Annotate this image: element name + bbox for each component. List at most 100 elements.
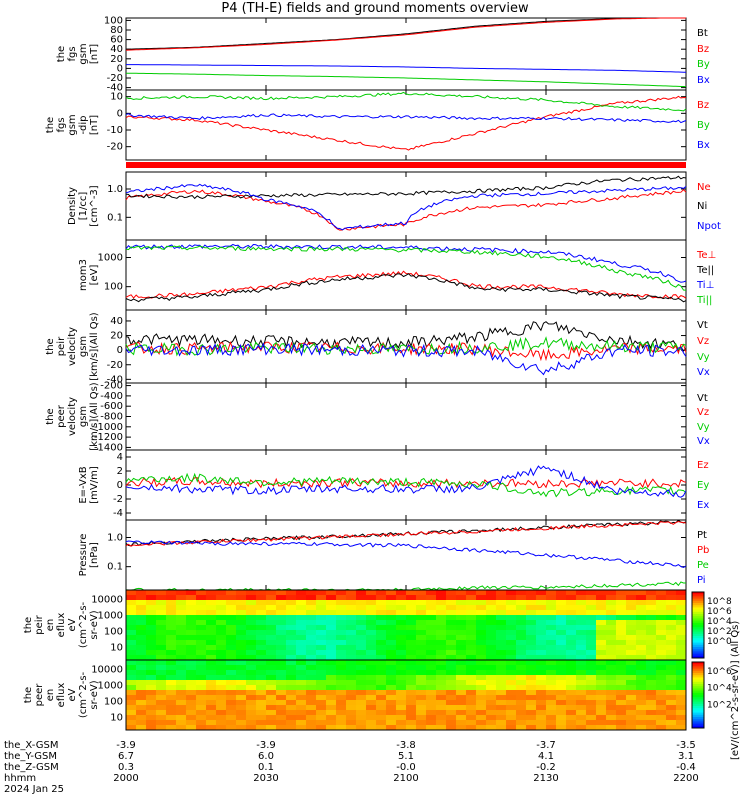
spectrogram-cell <box>186 650 197 656</box>
spectrogram-cell <box>436 690 447 696</box>
spectrogram-cell <box>436 675 447 681</box>
spectrogram-cell <box>316 650 327 656</box>
spectrogram-cell <box>136 675 147 681</box>
spectrogram-cell <box>276 625 287 631</box>
spectrogram-cell <box>436 595 447 601</box>
series-line-By <box>126 72 687 88</box>
series-line-Bt <box>125 17 686 50</box>
spectrogram-cell <box>346 665 357 671</box>
spectrogram-cell <box>586 605 597 611</box>
legend-Te⊥: Te⊥ <box>697 250 717 261</box>
spectrogram-cell <box>476 670 487 676</box>
ephem-label: hhmm <box>4 773 37 784</box>
spectrogram-cell <box>466 700 477 706</box>
spectrogram-cell <box>486 625 497 631</box>
spectrogram-cell <box>506 715 517 721</box>
spectrogram-cell <box>476 620 487 626</box>
spectrogram-cell <box>516 690 527 696</box>
spectrogram-cell <box>606 595 617 601</box>
spectrogram-cell <box>426 630 437 636</box>
spectrogram-cell <box>126 650 137 656</box>
spectrogram-cell <box>526 660 537 666</box>
spectrogram-cell <box>286 650 297 656</box>
spectrogram-cell <box>196 690 207 696</box>
spectrogram-cell <box>356 610 367 616</box>
spectrogram-cell <box>456 630 467 636</box>
spectrogram-cell <box>356 660 367 666</box>
legend-Bz: Bz <box>697 100 710 111</box>
spectrogram-cell <box>166 600 177 606</box>
spectrogram-cell <box>426 610 437 616</box>
spectrogram-cell <box>626 605 637 611</box>
spectrogram-cell <box>196 610 207 616</box>
spectrogram-cell <box>346 650 357 656</box>
spectrogram-cell <box>346 715 357 721</box>
spectrogram-cell <box>296 715 307 721</box>
spectrogram-cell <box>266 595 277 601</box>
spectrogram-cell <box>526 680 537 686</box>
spectrogram-cell <box>156 665 167 671</box>
spectrogram-cell <box>586 690 597 696</box>
spectrogram-cell <box>166 665 177 671</box>
spectrogram-cell <box>326 660 337 666</box>
colorbar-swatch <box>692 708 704 711</box>
spectrogram-cell <box>456 635 467 641</box>
spectrogram-cell <box>246 650 257 656</box>
spectrogram-cell <box>466 685 477 691</box>
colorbar-swatch <box>692 607 704 611</box>
spectrogram-cell <box>396 700 407 706</box>
spectrogram-cell <box>386 600 397 606</box>
spectrogram-cell <box>426 635 437 641</box>
spectrogram-cell <box>626 615 637 621</box>
spectrogram-cell <box>326 715 337 721</box>
series-line-Ey <box>125 472 687 498</box>
spectrogram-cell <box>346 630 357 636</box>
spectrogram-cell <box>376 595 387 601</box>
spectrogram-cell <box>656 710 667 716</box>
spectrogram-cell <box>566 670 577 676</box>
spectrogram-cell <box>206 595 217 601</box>
spectrogram-cell <box>146 690 157 696</box>
spectrogram-cell <box>526 605 537 611</box>
spectrogram-cell <box>496 645 507 651</box>
ephem-label: the_Z-GSM <box>4 762 59 773</box>
spectrogram-cell <box>546 700 557 706</box>
spectrogram-cell <box>166 595 177 601</box>
spectrogram-cell <box>146 720 157 726</box>
spectrogram-cell <box>346 620 357 626</box>
spectrogram-cell <box>406 700 417 706</box>
colorbar: 10^610^410^2 <box>691 661 732 729</box>
spectrogram-cell <box>426 685 437 691</box>
y-tick-label: -1000 <box>94 422 123 433</box>
spectrogram-cell <box>486 675 497 681</box>
spectrogram-cell <box>536 695 547 701</box>
spectrogram-cell <box>646 685 657 691</box>
spectrogram-cell <box>516 725 527 731</box>
spectrogram-cell <box>196 665 207 671</box>
spectrogram-cell <box>316 695 327 701</box>
legend-Ex: Ex <box>697 500 710 511</box>
spectrogram-cell <box>316 615 327 621</box>
spectrogram-cell <box>176 630 187 636</box>
spectrogram-cell <box>166 720 177 726</box>
spectrogram-cell <box>506 590 517 596</box>
spectrogram-cell <box>216 660 227 666</box>
legend-Pe: Pe <box>697 560 709 571</box>
spectrogram-cell <box>676 645 687 651</box>
spectrogram-cell <box>326 680 337 686</box>
spectrogram-cell <box>386 705 397 711</box>
spectrogram-cell <box>136 670 147 676</box>
spectrogram-cell <box>676 725 687 731</box>
spectrogram-cell <box>296 655 307 661</box>
spectrogram-cell <box>156 685 167 691</box>
spectrogram-cell <box>486 680 497 686</box>
spectrogram-cell <box>326 690 337 696</box>
spectrogram-cell <box>266 655 277 661</box>
x-tick-label: 4.1 <box>538 751 554 762</box>
spectrogram-cell <box>306 605 317 611</box>
colorbar-swatch <box>692 681 704 685</box>
spectrogram-cell <box>616 685 627 691</box>
spectrogram-cell <box>476 715 487 721</box>
spectrogram-cell <box>406 680 417 686</box>
spectrogram-cell <box>426 710 437 716</box>
